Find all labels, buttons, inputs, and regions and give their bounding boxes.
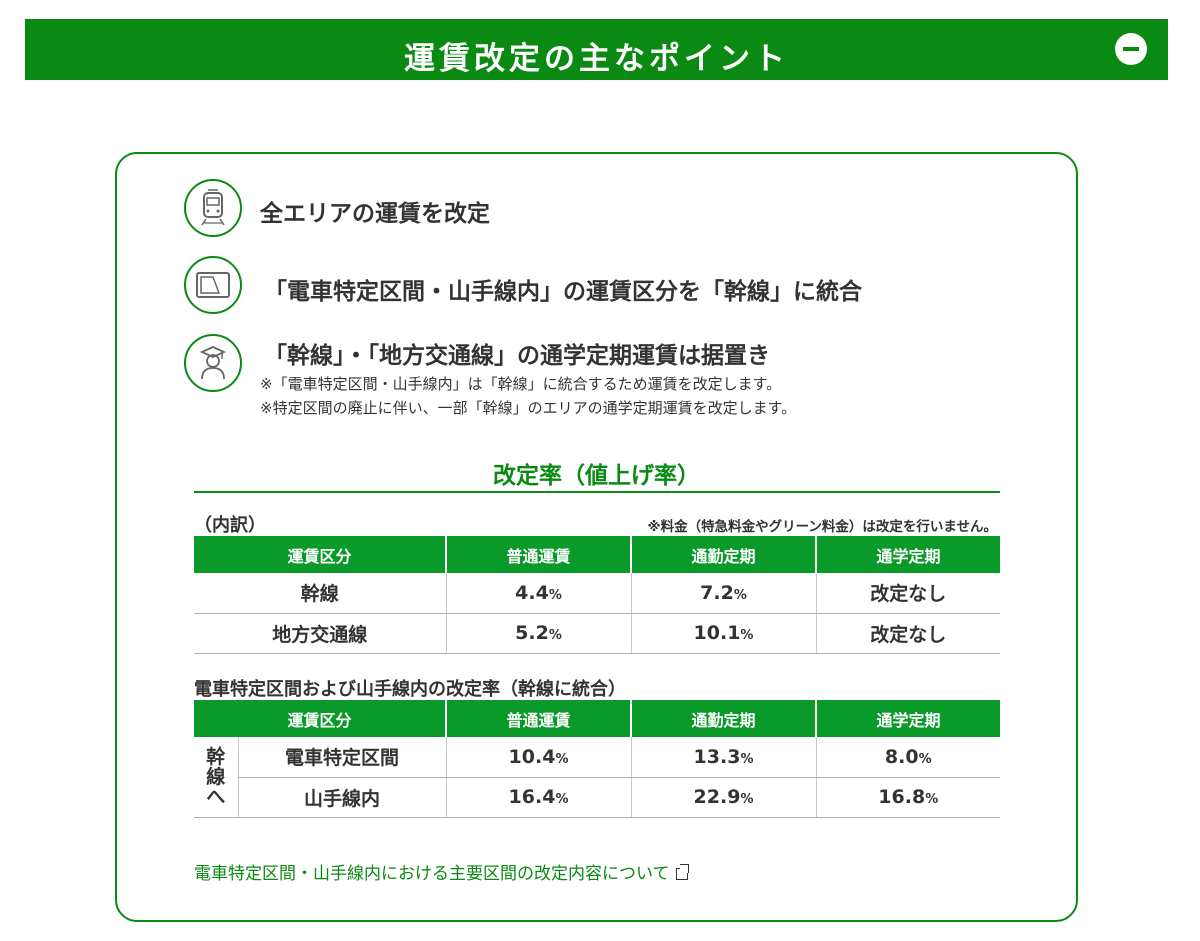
normal-fare-rate: 10.4% [445,737,632,778]
external-link-icon [675,864,689,880]
breakdown-label: （内訳） [194,515,266,536]
student-pass-rate: 改定なし [815,573,1000,614]
student-pass-rate: 改定なし [815,613,1000,654]
row-category: 山手線内 [237,777,447,818]
points-card: 全エリアの運賃を改定 「電車特定区間・山手線内」の運賃区分を「幹線」に統合 「幹… [115,152,1078,922]
row-category: 地方交通線 [194,613,446,654]
normal-fare-rate: 5.2% [445,613,631,654]
normal-fare-rate: 16.4% [445,777,632,818]
note-2: ※特定区間の廃止に伴い、一部「幹線」のエリアの通学定期運賃を改定します。 [260,399,797,417]
link-text: 電車特定区間・山手線内における主要区間の改定内容について [194,864,670,884]
note-1: ※「電車特定区間・山手線内」は「幹線」に統合するため運賃を改定します。 [260,375,782,393]
table-row: 地方交通線 5.2% 10.1% 改定なし [194,613,1000,654]
table-header-row: 運賃区分 普通運賃 通勤定期 通学定期 [194,700,1001,737]
commuter-pass-rate: 10.1% [630,613,816,654]
header-fare-category: 運賃区分 [194,536,446,573]
table-row: 山手線内 16.4% 22.9% 16.8% [194,777,1001,818]
fee-note: ※料金（特急料金やグリーン料金）は改定を行いません。 [647,519,997,535]
rate-table: 運賃区分 普通運賃 通勤定期 通学定期 幹線 4.4% 7.2% 改定なし 地方… [194,536,1000,654]
page-title: 運賃改定の主なポイント [404,41,789,77]
header-fare-category: 運賃区分 [194,700,447,737]
table-header-row: 運賃区分 普通運賃 通勤定期 通学定期 [194,536,1000,573]
point-text-1: 全エリアの運賃を改定 [260,201,490,227]
row-category: 電車特定区間 [237,737,447,778]
commuter-pass-rate: 7.2% [630,573,816,614]
student-pass-rate: 16.8% [815,777,1001,818]
commuter-pass-rate: 22.9% [630,777,817,818]
header-commuter-pass: 通勤定期 [630,700,817,737]
train-icon [184,179,242,237]
point-text-3: 「幹線」・「地方交通線」の通学定期運賃は据置き [264,343,770,369]
minus-circle-icon[interactable] [1115,33,1147,65]
table-row: 幹線 4.4% 7.2% 改定なし [194,573,1000,614]
student-icon [184,334,242,392]
header-normal-fare: 普通運賃 [445,536,631,573]
integration-table: 運賃区分 普通運賃 通勤定期 通学定期 幹 線 へ 電車特定区間 10.4% 1… [194,700,1001,818]
commuter-pass-rate: 13.3% [630,737,817,778]
table-row: 幹 線 へ 電車特定区間 10.4% 13.3% 8.0% [194,737,1001,818]
rate-heading: 改定率（値上げ率） [493,463,700,489]
to-trunk-line-label: 幹 線 へ [194,737,238,818]
header-commuter-pass: 通勤定期 [630,536,816,573]
integration-title: 電車特定区間および山手線内の改定率（幹線に統合） [194,679,626,700]
heading-divider [194,491,1000,493]
header-student-pass: 通学定期 [815,700,1001,737]
normal-fare-rate: 4.4% [445,573,631,614]
header-student-pass: 通学定期 [815,536,1000,573]
header-normal-fare: 普通運賃 [445,700,632,737]
point-text-2: 「電車特定区間・山手線内」の運賃区分を「幹線」に統合 [264,279,862,305]
major-sections-link[interactable]: 電車特定区間・山手線内における主要区間の改定内容について [194,859,689,884]
ticket-card-icon [184,256,242,314]
header-banner: 運賃改定の主なポイント [25,19,1168,80]
row-category: 幹線 [194,573,446,614]
student-pass-rate: 8.0% [815,737,1001,778]
